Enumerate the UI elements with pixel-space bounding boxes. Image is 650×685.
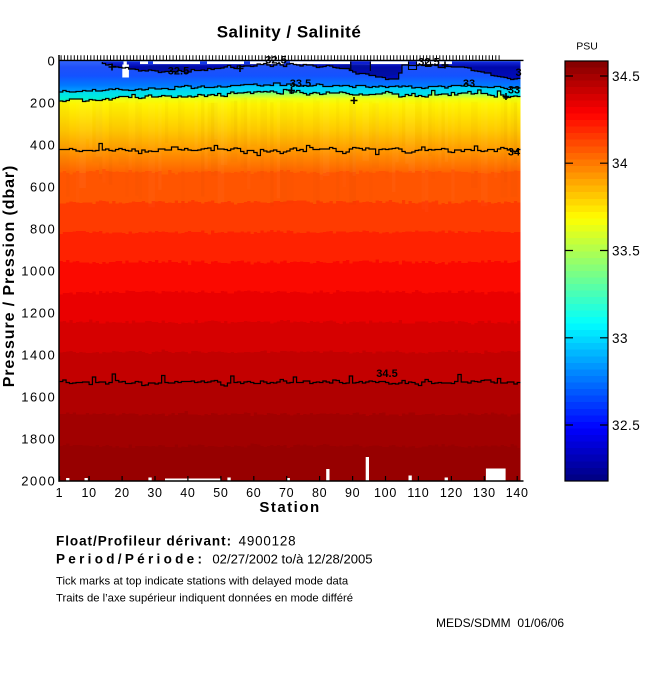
svg-text:Salinity / Salinité: Salinity / Salinité <box>217 23 362 42</box>
svg-text:600: 600 <box>30 180 56 195</box>
svg-text:130: 130 <box>473 486 496 500</box>
svg-text:60: 60 <box>246 486 261 500</box>
svg-text:33: 33 <box>612 331 628 346</box>
svg-text:100: 100 <box>374 486 397 500</box>
svg-text:Tick marks at top indicate sta: Tick marks at top indicate stations with… <box>56 576 349 588</box>
svg-text:Pressure / Pression (dbar): Pressure / Pression (dbar) <box>1 165 18 388</box>
svg-text:34.5: 34.5 <box>376 368 397 380</box>
svg-text:34.5: 34.5 <box>612 69 640 84</box>
svg-text:400: 400 <box>30 138 56 153</box>
svg-text:1200: 1200 <box>21 306 56 321</box>
svg-text:2000: 2000 <box>21 474 56 489</box>
svg-text:32.5: 32.5 <box>612 418 640 433</box>
svg-text:34: 34 <box>612 156 628 171</box>
svg-text:20: 20 <box>114 486 129 500</box>
svg-text:30: 30 <box>147 486 162 500</box>
svg-text:1800: 1800 <box>21 432 56 447</box>
svg-text:PSU: PSU <box>576 41 598 53</box>
svg-text:MEDS/SDMM 01/06/06: MEDS/SDMM 01/06/06 <box>436 616 564 630</box>
svg-text:34: 34 <box>508 147 521 159</box>
svg-text:70: 70 <box>279 486 294 500</box>
svg-text:140: 140 <box>506 486 529 500</box>
svg-text:110: 110 <box>407 486 429 500</box>
svg-text:0: 0 <box>47 54 56 69</box>
svg-text:Traits de l’axe supérieur indi: Traits de l’axe supérieur indiquent donn… <box>56 593 353 605</box>
svg-text:32.5: 32.5 <box>168 66 189 78</box>
svg-text:1000: 1000 <box>21 264 56 279</box>
svg-text:Station: Station <box>259 499 320 516</box>
svg-text:Period/Période:02/27/2002 to/à: Period/Période: 02/27/2002 to/à 12/28/200… <box>56 552 373 567</box>
svg-text:10: 10 <box>81 486 96 500</box>
svg-text:1600: 1600 <box>21 390 56 405</box>
svg-text:80: 80 <box>312 486 327 500</box>
svg-text:800: 800 <box>30 222 56 237</box>
svg-text:200: 200 <box>30 96 56 111</box>
svg-text:33: 33 <box>463 78 475 90</box>
svg-text:3: 3 <box>515 67 521 79</box>
svg-text:33.5: 33.5 <box>290 78 311 90</box>
svg-text:1400: 1400 <box>21 348 56 363</box>
svg-text:120: 120 <box>440 486 463 500</box>
svg-text:33.5: 33.5 <box>612 244 640 259</box>
svg-text:50: 50 <box>213 486 228 500</box>
svg-text:1: 1 <box>56 486 64 500</box>
svg-text:Float/Profileur dérivant:49001: Float/Profileur dérivant: 4900128 <box>56 534 296 549</box>
svg-text:90: 90 <box>345 486 360 500</box>
svg-text:40: 40 <box>180 486 195 500</box>
svg-text:33: 33 <box>508 85 520 97</box>
